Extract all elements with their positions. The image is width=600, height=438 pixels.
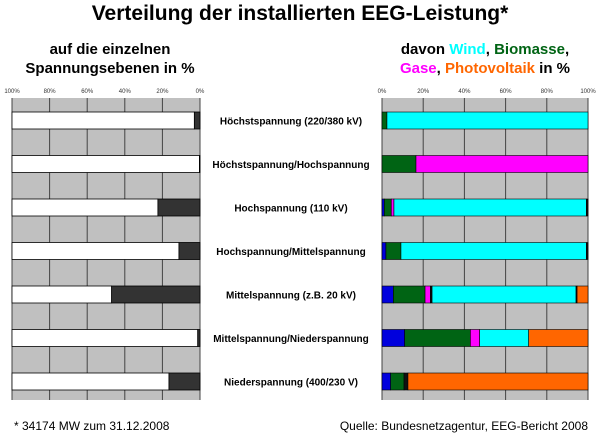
right-bar-segment-gase <box>470 329 480 347</box>
right-bar-segment-gase <box>415 155 589 173</box>
left-subtitle: auf die einzelnen Spannungsebenen in % <box>10 40 210 78</box>
right-bar-segment-biomasse <box>390 372 405 391</box>
legend-gase: Gase <box>399 60 437 77</box>
left-bar-share <box>111 285 201 304</box>
category-label: Mittelspannung/Niederspannung <box>213 334 369 345</box>
right-bar-segment-pv <box>576 285 589 304</box>
right-tick-label: 60% <box>500 89 513 95</box>
left-tick-label: 0% <box>196 89 205 95</box>
right-bar-segment-wind <box>386 111 589 130</box>
right-bar-segment-blue <box>381 329 405 347</box>
category-label: Niederspannung (400/230 V) <box>224 378 358 389</box>
source-note: Quelle: Bundesnetzagentur, EEG-Bericht 2… <box>339 419 588 433</box>
left-tick-label: 60% <box>81 89 94 95</box>
right-bar-segment-black <box>403 372 409 391</box>
right-bar-segment-biomasse <box>385 242 402 260</box>
legend-sep: , <box>564 41 570 58</box>
right-bar-segment-wind <box>479 329 529 347</box>
category-label: Höchstspannung (220/380 kV) <box>220 117 362 128</box>
left-bar-rest <box>11 285 113 304</box>
left-tick-label: 80% <box>44 89 57 95</box>
right-bar-segment-wind <box>393 198 587 217</box>
left-subtitle-line2: Spannungsebenen in % <box>25 60 195 77</box>
right-tick-label: 0% <box>378 89 387 95</box>
category-label: Mittelspannung (z.B. 20 kV) <box>226 291 356 302</box>
right-bar-segment-wind <box>400 242 587 260</box>
left-tick-label: 40% <box>119 89 132 95</box>
legend-biomasse: Biomasse <box>494 41 565 58</box>
left-bar-share <box>178 242 201 260</box>
left-bar-rest <box>11 111 195 130</box>
category-label: Hochspannung (110 kV) <box>234 204 347 215</box>
left-bar-share <box>157 198 201 217</box>
right-bar-segment-biomasse <box>381 155 417 173</box>
left-tick-label: 20% <box>156 89 169 95</box>
chart-title: Verteilung der installierten EEG-Leistun… <box>91 2 509 25</box>
right-bar-segment-biomasse <box>404 329 471 347</box>
right-bar-segment-black <box>586 242 589 260</box>
right-tick-label: 80% <box>541 89 554 95</box>
right-subtitle: davon Wind, Biomasse, Gase, Photovoltaik… <box>370 40 600 78</box>
right-bar-segment-gase <box>424 285 431 304</box>
left-bar-rest <box>11 155 200 173</box>
left-bar-rest <box>11 329 199 347</box>
legend-wind: Wind <box>449 41 486 58</box>
right-bar-segment-pv <box>407 372 589 391</box>
right-bar-segment-pv <box>528 329 589 347</box>
right-bar-segment-biomasse <box>383 198 392 217</box>
footnote: * 34174 MW zum 31.12.2008 <box>14 419 170 433</box>
category-label: Höchstspannung/Hochspannung <box>212 160 369 171</box>
right-bar-segment-black <box>586 198 589 217</box>
right-bar-segment-blue <box>381 285 394 304</box>
right-bar-segment-blue <box>381 242 387 260</box>
right-tick-label: 40% <box>458 89 471 95</box>
left-subtitle-line1: auf die einzelnen <box>49 41 171 58</box>
right-bar-segment-blue <box>381 198 385 217</box>
legend-sep: , <box>436 60 445 77</box>
legend-prefix: davon <box>400 41 450 58</box>
right-bar-segment-biomasse <box>393 285 426 304</box>
left-bar-rest <box>11 242 180 260</box>
right-bar-segment-wind <box>431 285 577 304</box>
left-tick-label: 100% <box>4 89 20 95</box>
category-label: Hochspannung/Mittelspannung <box>216 247 365 258</box>
left-bar-share <box>193 111 201 130</box>
left-bar-share <box>199 155 201 173</box>
right-tick-label: 100% <box>580 89 596 95</box>
right-bar-segment-gase <box>390 198 395 217</box>
left-bar-rest <box>11 198 159 217</box>
legend-suffix: in % <box>535 60 571 77</box>
left-bar-share <box>197 329 201 347</box>
legend-sep: , <box>485 41 495 58</box>
right-tick-label: 20% <box>417 89 430 95</box>
right-bar-segment-biomasse <box>381 111 388 130</box>
left-bar-rest <box>11 372 170 391</box>
left-bar-share <box>168 372 201 391</box>
legend-pv: Photovoltaik <box>445 60 536 77</box>
right-bar-segment-blue <box>381 372 391 391</box>
